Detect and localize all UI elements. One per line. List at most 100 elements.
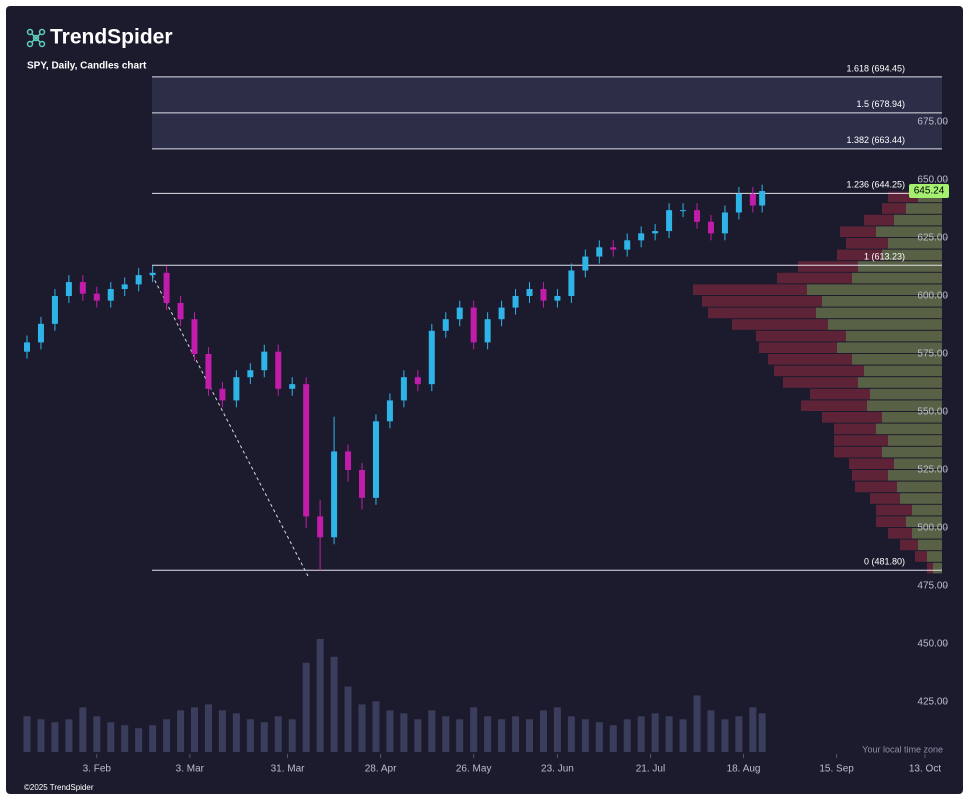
- profile-down: [759, 342, 837, 353]
- volume-bar: [721, 719, 729, 752]
- volume-bar: [37, 719, 45, 752]
- candle-body: [749, 193, 756, 206]
- y-tick-label: 550.00: [917, 407, 948, 418]
- volume-bar: [428, 710, 436, 752]
- candle-body: [247, 370, 254, 378]
- volume-bar: [693, 695, 701, 752]
- profile-up: [906, 203, 942, 214]
- chart-title: SPY, Daily, Candles chart: [27, 61, 147, 72]
- candle-body: [610, 247, 617, 250]
- volume-bar: [512, 716, 520, 752]
- candle-body: [721, 212, 728, 234]
- candle-body: [498, 307, 505, 320]
- candle-body: [442, 319, 449, 331]
- profile-down: [702, 296, 822, 307]
- volume-bar: [330, 656, 338, 752]
- profile-up: [807, 284, 942, 295]
- volume-bar: [623, 719, 631, 752]
- volume-bar: [93, 716, 101, 752]
- x-tick-label: 21. Jul: [636, 764, 665, 775]
- volume-bar: [302, 662, 310, 752]
- candle-body: [624, 240, 631, 250]
- y-tick-label: 625.00: [917, 233, 948, 244]
- candle-body: [666, 210, 673, 232]
- profile-down: [693, 284, 807, 295]
- x-tick-label: 13. Oct: [909, 764, 941, 775]
- timezone-note: Your local time zone: [862, 744, 943, 754]
- candle-body: [191, 319, 198, 354]
- volume-bar: [665, 716, 673, 752]
- profile-down: [822, 412, 882, 423]
- volume-bar: [107, 722, 115, 752]
- candle-body: [205, 354, 212, 389]
- last-price-label: 645.24: [914, 186, 945, 197]
- profile-up: [888, 435, 942, 446]
- volume-bar: [414, 719, 422, 752]
- volume-bar: [735, 716, 743, 752]
- candle-body: [707, 221, 714, 234]
- candle-body: [219, 388, 226, 401]
- volume-bar: [484, 716, 492, 752]
- copyright: ©2025 TrendSpider: [24, 783, 94, 792]
- volume-bar: [288, 719, 296, 752]
- profile-up: [882, 249, 942, 261]
- profile-down: [708, 307, 816, 319]
- volume-bar: [135, 728, 143, 752]
- candle-body: [735, 193, 742, 213]
- x-tick-label: 3. Feb: [83, 764, 112, 775]
- fib-label: 0 (481.80): [864, 557, 905, 567]
- x-tick-label: 26. May: [456, 764, 492, 775]
- volume-bar: [456, 719, 464, 752]
- profile-down: [900, 539, 918, 551]
- profile-up: [888, 238, 942, 249]
- volume-bar: [609, 725, 617, 752]
- volume-bar: [707, 710, 715, 752]
- volume-bar: [191, 707, 199, 752]
- candle-body: [37, 323, 44, 343]
- volume-bar: [51, 722, 59, 752]
- profile-down: [876, 516, 906, 527]
- candle-body: [372, 421, 379, 498]
- y-tick-label: 425.00: [917, 697, 948, 708]
- candle-body: [121, 284, 128, 290]
- profile-up: [897, 481, 942, 493]
- candle-body: [638, 233, 645, 241]
- volume-bar: [470, 707, 478, 752]
- candle-body: [65, 282, 72, 296]
- candle-body: [582, 256, 589, 271]
- x-tick-label: 31. Mar: [271, 764, 306, 775]
- profile-up: [906, 516, 942, 527]
- last-price-badge: [909, 184, 949, 199]
- profile-up: [894, 214, 942, 226]
- profile-up: [876, 423, 942, 435]
- profile-down: [855, 481, 897, 493]
- profile-down: [882, 203, 906, 214]
- profile-down: [834, 423, 876, 435]
- volume-bar: [442, 716, 450, 752]
- profile-down: [756, 330, 846, 342]
- profile-down: [927, 562, 933, 574]
- volume-bar: [567, 716, 575, 752]
- profile-down: [774, 365, 864, 377]
- candle-body: [331, 451, 338, 538]
- profile-up: [882, 446, 942, 458]
- volume-bar: [177, 710, 185, 752]
- profile-up: [918, 539, 942, 551]
- y-tick-label: 500.00: [917, 523, 948, 534]
- candle-body: [289, 384, 296, 389]
- fib-label: 1.236 (644.25): [846, 180, 905, 190]
- profile-down: [834, 446, 882, 458]
- volume-bar: [246, 719, 254, 752]
- logo-icon: [26, 28, 46, 48]
- profile-up: [888, 470, 942, 481]
- fib-anchor-line: [151, 274, 309, 577]
- candle-body: [233, 377, 240, 401]
- candle-body: [526, 289, 533, 296]
- profile-down: [888, 191, 918, 203]
- candle-body: [149, 272, 156, 276]
- fib-zone: [152, 112, 942, 149]
- candle-body: [680, 210, 687, 212]
- profile-up: [912, 504, 942, 516]
- candle-body: [135, 275, 142, 285]
- profile-up: [858, 261, 942, 272]
